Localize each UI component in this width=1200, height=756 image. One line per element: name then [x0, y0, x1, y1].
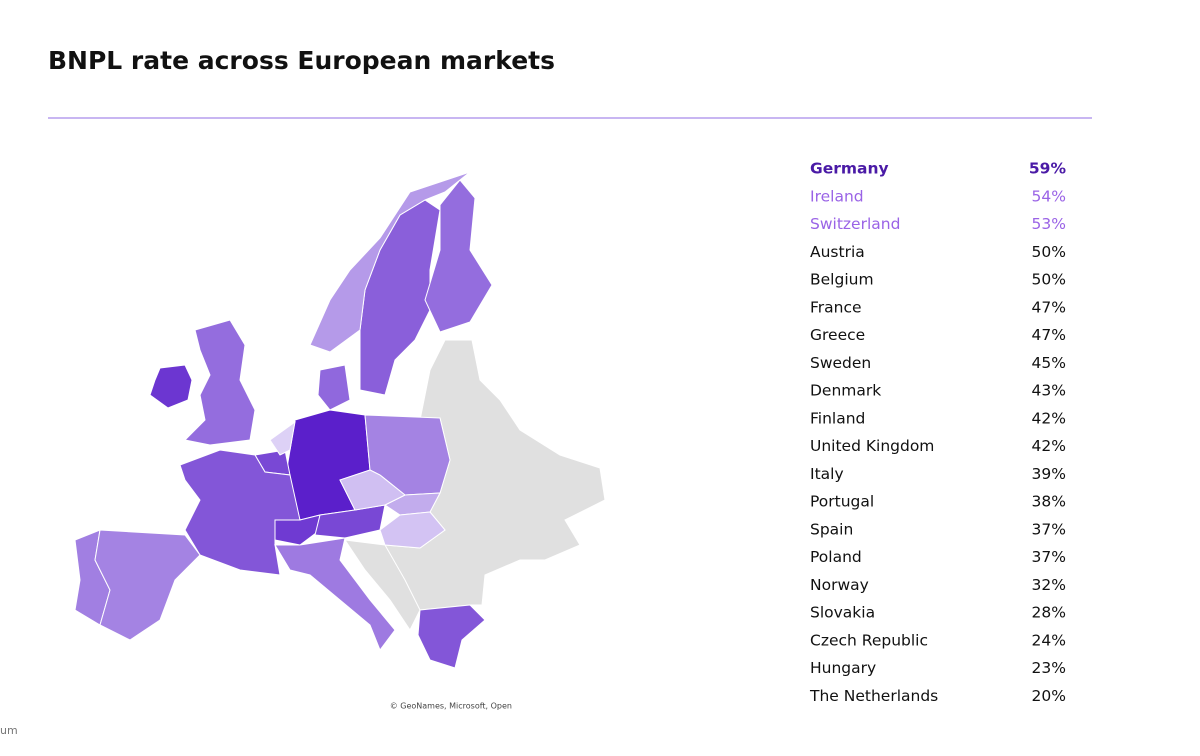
country-name: Finland [810, 409, 865, 427]
country [94, 529, 201, 641]
country-name: Poland [810, 548, 862, 566]
country-name: France [810, 298, 862, 316]
country [317, 364, 351, 411]
country-name: Czech Republic [810, 631, 928, 649]
value-label: 39% [1032, 465, 1066, 483]
value-label: 45% [1032, 354, 1066, 372]
country [424, 179, 493, 333]
value-label: 50% [1032, 271, 1066, 289]
footnote: um [0, 724, 18, 737]
value-label: 23% [1032, 659, 1066, 677]
value-label: 43% [1032, 382, 1066, 400]
value-label: 37% [1032, 520, 1066, 538]
value-label: 28% [1032, 604, 1066, 622]
country-name: Sweden [810, 354, 871, 372]
country-name: Spain [810, 520, 853, 538]
country-name: Switzerland [810, 215, 900, 233]
value-label: 42% [1032, 437, 1066, 455]
country [183, 319, 256, 446]
value-label: 32% [1032, 576, 1066, 594]
country [149, 364, 193, 409]
country-name: Belgium [810, 271, 874, 289]
country [309, 171, 471, 353]
title: BNPL rate across European markets [48, 46, 555, 75]
country-name: Germany [810, 160, 889, 178]
country [417, 604, 486, 669]
attribution: © GeoNames, Microsoft, Open [390, 702, 512, 711]
value-label: 38% [1032, 493, 1066, 511]
value-label: 47% [1032, 326, 1066, 344]
country [274, 537, 396, 652]
value-label: 42% [1032, 409, 1066, 427]
value-label: 50% [1032, 243, 1066, 261]
country-name: Hungary [810, 659, 876, 677]
country-name: Portugal [810, 493, 874, 511]
value-label: 24% [1032, 631, 1066, 649]
value-label: 54% [1032, 187, 1066, 205]
country-name: Ireland [810, 187, 864, 205]
country-name: Greece [810, 326, 865, 344]
country-name: Slovakia [810, 604, 875, 622]
country-name: Norway [810, 576, 869, 594]
country-name: Denmark [810, 382, 881, 400]
country [269, 420, 296, 456]
country-name: The Netherlands [809, 687, 938, 705]
country-name: United Kingdom [810, 437, 934, 455]
value-label: 37% [1032, 548, 1066, 566]
country-name: Austria [810, 243, 865, 261]
no-data-region [343, 539, 421, 631]
country [339, 469, 406, 511]
value-label: 59% [1029, 160, 1067, 178]
country-name: Italy [810, 465, 844, 483]
value-label: 53% [1032, 215, 1066, 233]
country [379, 511, 446, 549]
value-label: 20% [1032, 687, 1066, 705]
value-label: 47% [1032, 298, 1066, 316]
